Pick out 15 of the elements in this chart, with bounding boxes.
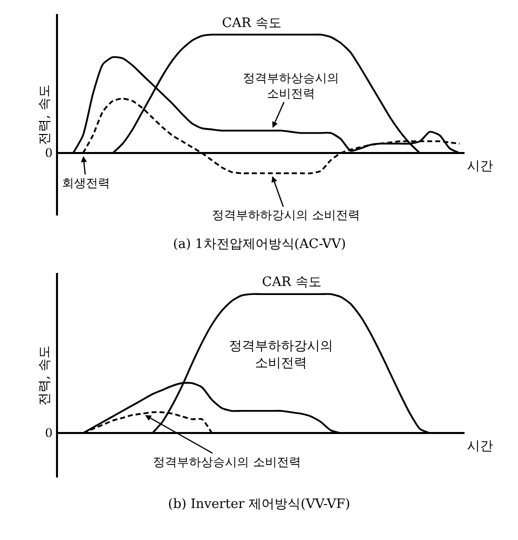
annotation: 정격부하하강시의 소비전력 (229, 339, 333, 371)
y-axis-title: 전력, 속도 (38, 345, 53, 406)
text: 정격부하상승시의 소비전력 (153, 455, 301, 469)
x-axis-title: 시간 (467, 159, 493, 174)
text: 회생전력 (62, 176, 110, 190)
y-axis-title: 전력, 속도 (38, 84, 53, 145)
text: 0 (45, 426, 53, 440)
text: 정격부하하강시의 소비전력 (212, 208, 360, 222)
text: (a) 1차전압제어방식(AC-VV) (173, 237, 346, 252)
annotation: 정격부하상승시의 소비전력 (243, 71, 339, 101)
text: CAR 속도 (262, 275, 322, 290)
text: (b) Inverter 제어방식(VV-VF) (168, 497, 350, 512)
text: CAR 속도 (222, 16, 282, 31)
x-axis-title: 시간 (467, 439, 493, 454)
text: 0 (45, 146, 53, 160)
